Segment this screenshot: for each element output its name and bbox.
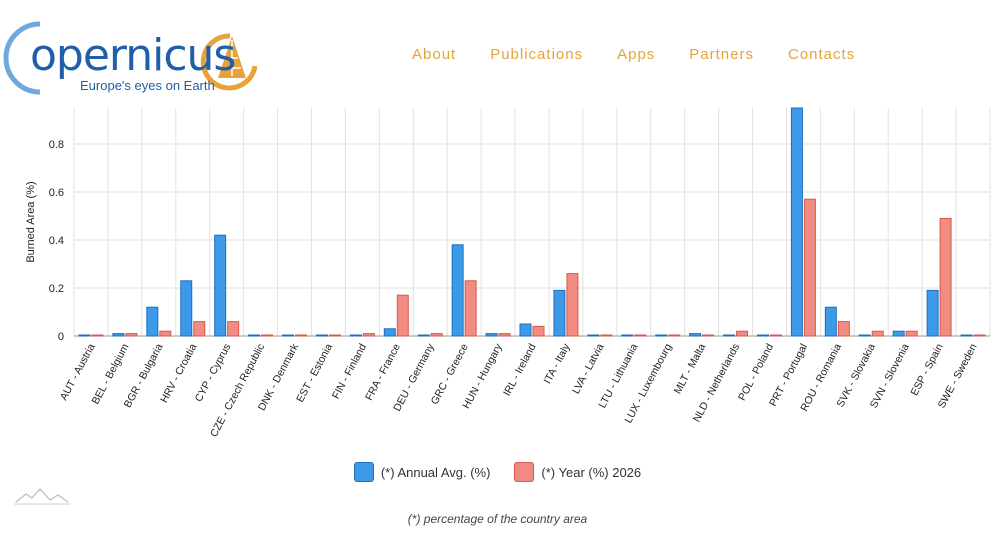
- bar-year: [837, 321, 850, 337]
- legend-label-annual: (*) Annual Avg. (%): [380, 464, 491, 480]
- legend-item-annual[interactable]: (*) Annual Avg. (%): [353, 462, 491, 482]
- nav-publications[interactable]: Publications: [490, 46, 584, 63]
- x-tick-label: LVA - Latvia: [570, 342, 607, 396]
- nav-apps[interactable]: Apps: [617, 46, 656, 63]
- bar-annual-avg: [587, 334, 600, 337]
- bar-annual-avg: [926, 289, 939, 337]
- bar-year: [532, 325, 545, 337]
- bar-annual-avg: [756, 334, 769, 337]
- bar-year: [702, 334, 715, 337]
- bar-year: [430, 333, 443, 337]
- y-tick-label: 0: [58, 331, 64, 343]
- x-tick-label: MLT - Malta: [672, 342, 709, 396]
- bar-annual-avg: [78, 334, 91, 337]
- bar-annual-avg: [451, 244, 464, 337]
- bar-year: [939, 217, 952, 337]
- legend-swatch-year: [514, 462, 535, 482]
- bar-annual-avg: [553, 289, 566, 337]
- nav-contacts[interactable]: Contacts: [788, 46, 856, 63]
- bar-year: [159, 330, 172, 337]
- bar-annual-avg: [621, 334, 634, 337]
- y-tick-label: 0.8: [49, 139, 64, 151]
- bar-year: [668, 334, 681, 337]
- legend-swatch-annual: [353, 462, 374, 482]
- bar-year: [464, 280, 477, 337]
- bar-annual-avg: [960, 334, 973, 337]
- y-axis-label: Burned Area (%): [25, 181, 37, 262]
- y-tick-label: 0.2: [49, 283, 64, 295]
- bar-annual-avg: [315, 334, 328, 337]
- chart-footnote: (*) percentage of the country area: [407, 512, 588, 526]
- logo-tagline: Europe's eyes on Earth: [80, 78, 215, 93]
- legend-label-year: (*) Year (%) 2026: [541, 464, 642, 480]
- bar-annual-avg: [112, 333, 125, 337]
- bar-annual-avg: [214, 234, 227, 337]
- x-tick-label: AUT - Austria: [58, 342, 98, 403]
- bar-annual-avg: [858, 334, 871, 337]
- bar-annual-avg: [146, 306, 159, 337]
- site-header: opernicus Europe's eyes on Earth About P…: [0, 0, 995, 100]
- y-tick-label: 0.6: [49, 187, 64, 199]
- bar-annual-avg: [689, 333, 702, 337]
- bar-annual-avg: [790, 107, 803, 337]
- bar-annual-avg: [892, 330, 905, 337]
- copernicus-logo-icon: [3, 21, 258, 95]
- bar-annual-avg: [349, 334, 362, 337]
- mountain-line-icon: [14, 488, 70, 505]
- bar-year: [803, 198, 816, 337]
- bar-year: [295, 334, 308, 337]
- bar-annual-avg: [655, 334, 668, 337]
- bar-year: [396, 294, 409, 337]
- bar-annual-avg: [485, 333, 498, 337]
- x-tick-label: ITA - Italy: [542, 341, 573, 386]
- bar-year: [600, 334, 613, 337]
- bar-annual-avg: [282, 334, 295, 337]
- x-tick-label: IRL - Ireland: [501, 342, 539, 398]
- bar-year: [769, 334, 782, 337]
- bar-year: [91, 334, 104, 337]
- bar-year: [227, 321, 240, 337]
- x-tick-label: POL - Poland: [736, 342, 776, 403]
- x-tick-label: FIN - Finland: [330, 342, 369, 401]
- burned-area-chart: 0 0.2 0.4 0.6 0.8 Burned Area (%) AUT - Austri…: [25, 107, 991, 439]
- bar-year: [905, 330, 918, 337]
- bar-year: [566, 273, 579, 337]
- bar-annual-avg: [723, 334, 736, 337]
- x-tick-label: FRA - France: [363, 342, 403, 403]
- bar-annual-avg: [180, 280, 193, 337]
- y-tick-label: 0.4: [49, 235, 64, 247]
- legend-item-year[interactable]: (*) Year (%) 2026: [514, 462, 641, 482]
- bar-annual-avg: [519, 323, 532, 337]
- logo-wordmark: opernicus: [30, 30, 236, 81]
- bar-year: [125, 333, 138, 337]
- bar-year: [736, 330, 749, 337]
- bar-year: [973, 334, 986, 337]
- bar-annual-avg: [383, 328, 396, 337]
- x-tick-label: CYP - Cyprus: [193, 342, 234, 404]
- bar-year: [328, 334, 341, 337]
- bar-annual-avg: [417, 334, 430, 337]
- main-nav: About Publications Apps Partners Contact…: [412, 46, 889, 63]
- bar-year: [498, 333, 511, 337]
- bar-year: [871, 330, 884, 337]
- bar-annual-avg: [248, 334, 261, 337]
- chart-legend: (*) Annual Avg. (%) (*) Year (%) 2026: [0, 462, 995, 482]
- bar-year: [193, 321, 206, 337]
- copernicus-logo[interactable]: opernicus Europe's eyes on Earth: [0, 18, 270, 96]
- bar-year: [261, 334, 274, 337]
- x-tick-label: ESP - Spain: [908, 342, 945, 398]
- bar-year: [362, 333, 375, 337]
- bar-year: [634, 334, 647, 337]
- nav-partners[interactable]: Partners: [689, 46, 754, 63]
- bar-annual-avg: [824, 306, 837, 337]
- nav-about[interactable]: About: [412, 46, 457, 63]
